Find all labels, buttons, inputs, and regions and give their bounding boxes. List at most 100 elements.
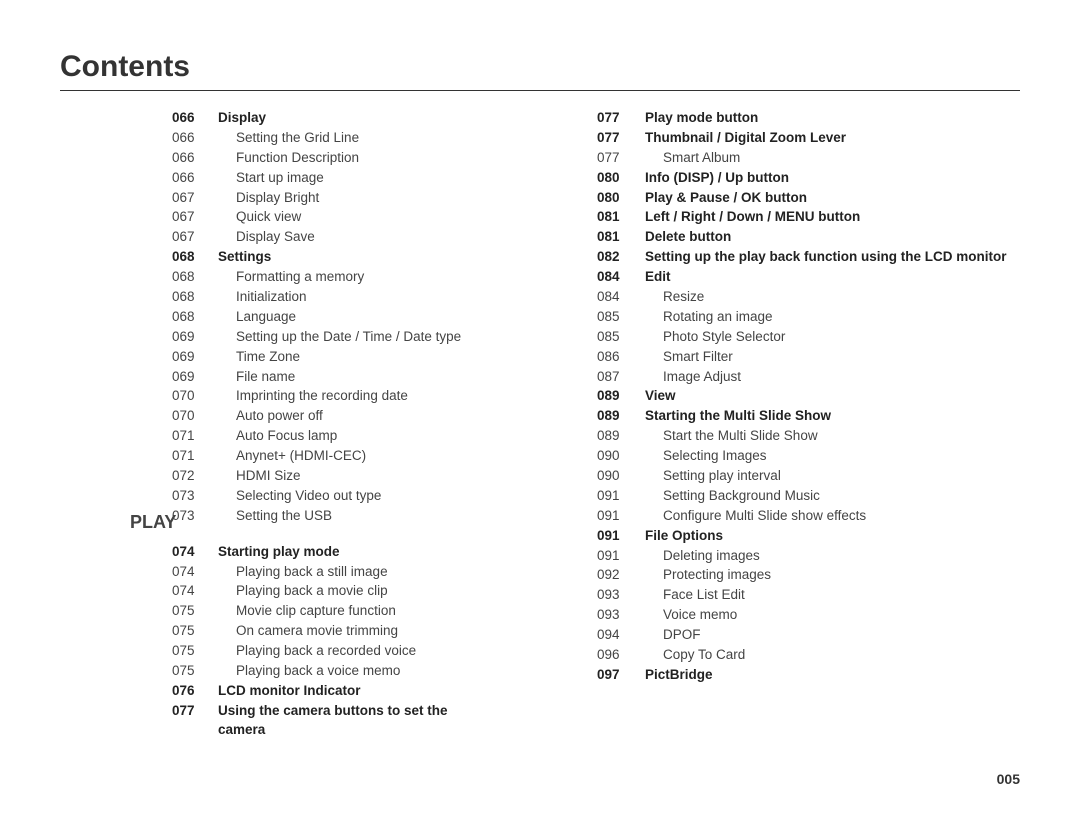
toc-row: 069Setting up the Date / Time / Date typ…	[60, 328, 485, 347]
toc-text: HDMI Size	[218, 467, 485, 486]
toc-page: 077	[170, 702, 218, 721]
toc-row: 066Display	[60, 109, 485, 128]
toc-text: Auto Focus lamp	[218, 427, 485, 446]
toc-row: 087Image Adjust	[595, 368, 1020, 387]
toc-page: 091	[595, 547, 645, 566]
toc-text: DPOF	[645, 626, 1020, 645]
toc-page: 071	[170, 427, 218, 446]
toc-row: 091File Options	[595, 527, 1020, 546]
toc-text: Anynet+ (HDMI-CEC)	[218, 447, 485, 466]
toc-row: 075Playing back a voice memo	[60, 662, 485, 681]
toc-text: View	[645, 387, 1020, 406]
toc-row: 090Setting play interval	[595, 467, 1020, 486]
toc-row: 066Setting the Grid Line	[60, 129, 485, 148]
toc-row: 069Time Zone	[60, 348, 485, 367]
toc-row: 068Formatting a memory	[60, 268, 485, 287]
toc-row: 066Start up image	[60, 169, 485, 188]
toc-row: 080Info (DISP) / Up button	[595, 169, 1020, 188]
toc-page: 081	[595, 228, 645, 247]
toc-text: File Options	[645, 527, 1020, 546]
toc-row: 075Movie clip capture function	[60, 602, 485, 621]
toc-text: Copy To Card	[645, 646, 1020, 665]
toc-page: 073	[170, 507, 218, 526]
toc-text: Quick view	[218, 208, 485, 227]
toc-row: 066Function Description	[60, 149, 485, 168]
toc-page: 080	[595, 169, 645, 188]
toc-page: 072	[170, 467, 218, 486]
toc-text: LCD monitor Indicator	[218, 682, 485, 701]
toc-page: 089	[595, 427, 645, 446]
toc-row: 089Start the Multi Slide Show	[595, 427, 1020, 446]
toc-page: 075	[170, 662, 218, 681]
toc-text: Rotating an image	[645, 308, 1020, 327]
toc-page: 066	[170, 169, 218, 188]
toc-text: Thumbnail / Digital Zoom Lever	[645, 129, 1020, 148]
toc-text: PictBridge	[645, 666, 1020, 685]
toc-row: 084Edit	[595, 268, 1020, 287]
toc-row: 067Quick view	[60, 208, 485, 227]
toc-page: 084	[595, 288, 645, 307]
toc-page: 073	[170, 487, 218, 506]
toc-row: 071Auto Focus lamp	[60, 427, 485, 446]
toc-text: Deleting images	[645, 547, 1020, 566]
toc-row: 073Selecting Video out type	[60, 487, 485, 506]
toc-page: 074	[170, 563, 218, 582]
toc-text: Imprinting the recording date	[218, 387, 485, 406]
toc-text: Play & Pause / OK button	[645, 189, 1020, 208]
toc-text: Language	[218, 308, 485, 327]
toc-page: 068	[170, 268, 218, 287]
toc-row: 081Left / Right / Down / MENU button	[595, 208, 1020, 227]
toc-page: 080	[595, 189, 645, 208]
toc-text: Setting up the play back function using …	[645, 248, 1020, 267]
toc-row: 071Anynet+ (HDMI-CEC)	[60, 447, 485, 466]
toc-row: 091Configure Multi Slide show effects	[595, 507, 1020, 526]
toc-page: 075	[170, 602, 218, 621]
toc-page: 089	[595, 407, 645, 426]
toc-page: 093	[595, 586, 645, 605]
toc-text: Configure Multi Slide show effects	[645, 507, 1020, 526]
toc-text: Edit	[645, 268, 1020, 287]
toc-page: 089	[595, 387, 645, 406]
toc-row: 068Settings	[60, 248, 485, 267]
toc-page: 084	[595, 268, 645, 287]
toc-row: 082Setting up the play back function usi…	[595, 248, 1020, 267]
toc-row: 069File name	[60, 368, 485, 387]
toc-page: 086	[595, 348, 645, 367]
toc-row: 075Playing back a recorded voice	[60, 642, 485, 661]
toc-row: 080Play & Pause / OK button	[595, 189, 1020, 208]
toc-text: Smart Filter	[645, 348, 1020, 367]
toc-text: Playing back a still image	[218, 563, 485, 582]
toc-page: 081	[595, 208, 645, 227]
toc-page: 077	[595, 129, 645, 148]
toc-text: Setting the Grid Line	[218, 129, 485, 148]
toc-page: 077	[595, 109, 645, 128]
toc-page: 070	[170, 407, 218, 426]
toc-row: 076LCD monitor Indicator	[60, 682, 485, 701]
toc-row: 074Starting play mode	[60, 543, 485, 562]
toc-row: 091Deleting images	[595, 547, 1020, 566]
toc-row: 097PictBridge	[595, 666, 1020, 685]
toc-row: 074Playing back a movie clip	[60, 582, 485, 601]
toc-text: Play mode button	[645, 109, 1020, 128]
toc-page: 090	[595, 447, 645, 466]
toc-page: 087	[595, 368, 645, 387]
toc-text: Playing back a recorded voice	[218, 642, 485, 661]
toc-row: 085Rotating an image	[595, 308, 1020, 327]
toc-row: 093Voice memo	[595, 606, 1020, 625]
toc-columns: 066Display066Setting the Grid Line066Fun…	[60, 109, 1020, 741]
toc-page: 094	[595, 626, 645, 645]
toc-page: 069	[170, 368, 218, 387]
toc-text: Setting play interval	[645, 467, 1020, 486]
toc-text: Setting up the Date / Time / Date type	[218, 328, 485, 347]
toc-row: 085Photo Style Selector	[595, 328, 1020, 347]
toc-text: Resize	[645, 288, 1020, 307]
toc-page: 069	[170, 348, 218, 367]
toc-text: Display Save	[218, 228, 485, 247]
toc-page: 066	[170, 149, 218, 168]
toc-text: Movie clip capture function	[218, 602, 485, 621]
toc-row: 094DPOF	[595, 626, 1020, 645]
toc-row: 070Imprinting the recording date	[60, 387, 485, 406]
toc-page: 092	[595, 566, 645, 585]
toc-text: Playing back a movie clip	[218, 582, 485, 601]
toc-page: 091	[595, 507, 645, 526]
